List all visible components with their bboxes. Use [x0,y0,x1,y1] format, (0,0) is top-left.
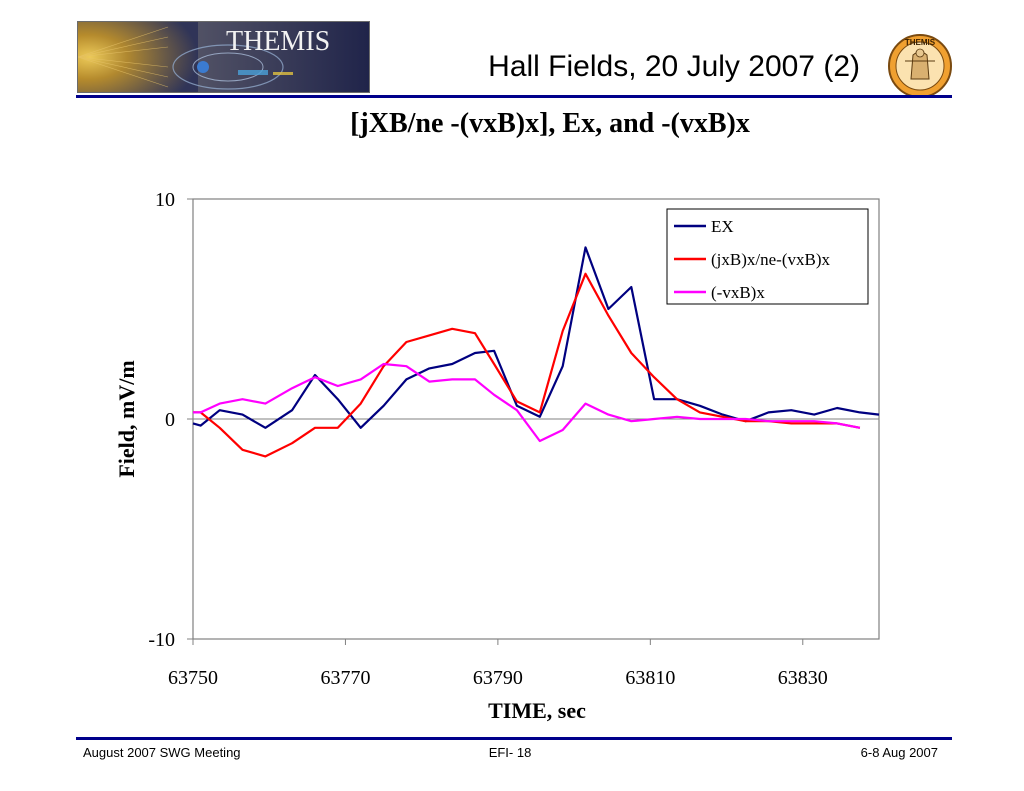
series-line-ex [192,246,880,429]
x-tick-label: 63770 [320,667,370,689]
y-tick-label: 0 [165,409,175,431]
y-tick-label: 10 [155,189,175,211]
x-axis-label: TIME, sec [488,698,586,723]
x-tick-label: 63790 [473,667,523,689]
header-divider [76,95,952,98]
footer-date: 6-8 Aug 2007 [860,745,938,760]
themis-banner-logo: THEMIS [77,21,370,93]
legend-label: EX [711,217,734,236]
y-tick-label: -10 [148,629,175,651]
banner-logo-text: THEMIS [226,26,330,57]
chart-title: [jXB/ne -(vxB)x], Ex, and -(vxB)x [350,108,750,139]
legend: EX (jxB)x/ne-(vxB)x (-vxB)x [666,208,869,305]
slide-title: Hall Fields, 20 July 2007 (2) [488,50,860,83]
footer-page-number: EFI- 18 [488,745,532,760]
series-line-vxb-x [193,362,861,443]
y-axis-label: Field, mV/m [114,360,139,477]
x-tick-label: 63750 [168,667,218,689]
footer-meeting: August 2007 SWG Meeting [83,745,241,760]
themis-seal-icon: THEMIS [887,33,953,99]
legend-label: (jxB)x/ne-(vxB)x [711,250,830,269]
x-tick-label: 63810 [625,667,675,689]
series-line-jxb-x-ne-vxb-x [193,272,861,458]
legend-label: (-vxB)x [711,283,765,302]
seal-text: THEMIS [905,38,936,47]
x-tick-label: 63830 [778,667,828,689]
footer-divider [76,737,952,740]
